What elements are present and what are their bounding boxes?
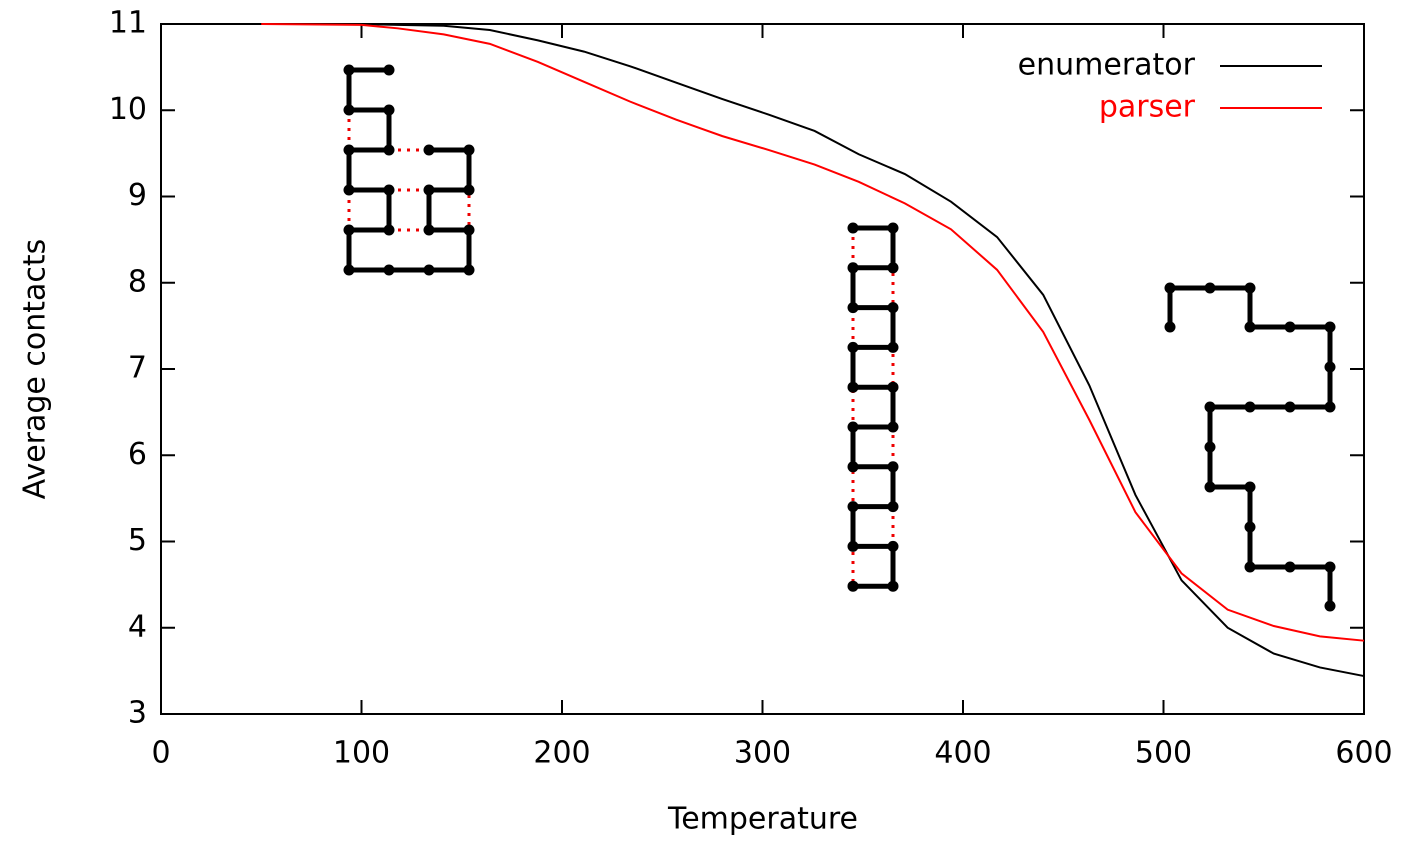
residue — [343, 144, 355, 156]
residue — [463, 184, 475, 196]
residue — [383, 104, 395, 116]
y-tick-label: 9 — [128, 178, 147, 213]
x-tick-label: 200 — [533, 736, 590, 771]
residue — [847, 302, 859, 314]
plot-frame — [160, 23, 1365, 715]
residue — [847, 262, 859, 274]
residue — [1244, 282, 1256, 294]
y-tick-label: 7 — [128, 351, 147, 386]
residue — [887, 262, 899, 274]
residue — [463, 224, 475, 236]
y-axis-label: Average contacts — [18, 239, 53, 500]
x-tick-label: 0 — [151, 736, 170, 771]
residue — [1284, 561, 1296, 573]
y-tick-label: 4 — [128, 609, 147, 644]
residue — [463, 264, 475, 276]
residue — [1244, 321, 1256, 333]
x-tick-label: 600 — [1335, 736, 1392, 771]
residue — [1244, 521, 1256, 533]
residue — [1164, 282, 1176, 294]
residue — [847, 381, 859, 393]
chain — [346, 67, 472, 273]
residue — [847, 222, 859, 234]
residue — [343, 64, 355, 76]
residue — [887, 461, 899, 473]
residue — [343, 104, 355, 116]
x-tick-label: 500 — [1135, 736, 1192, 771]
x-axis-label: Temperature — [667, 802, 858, 837]
residue — [887, 341, 899, 353]
residue — [1204, 282, 1216, 294]
residue — [887, 580, 899, 592]
residue — [1284, 321, 1296, 333]
residue — [847, 580, 859, 592]
residue — [423, 224, 435, 236]
residue — [383, 264, 395, 276]
residue — [1324, 401, 1336, 413]
residue — [1244, 481, 1256, 493]
residue — [887, 421, 899, 433]
chain — [1167, 285, 1333, 606]
legend-label: enumerator — [1018, 48, 1196, 83]
residue — [343, 264, 355, 276]
residue — [887, 302, 899, 314]
y-tick-label: 11 — [109, 6, 147, 41]
y-tick-label: 5 — [128, 523, 147, 558]
residue — [1324, 600, 1336, 612]
series-line — [261, 23, 1365, 678]
residue — [463, 144, 475, 156]
residue — [1204, 481, 1216, 493]
residue — [847, 461, 859, 473]
residue — [1284, 401, 1296, 413]
x-tick-label: 400 — [934, 736, 991, 771]
legend-label: parser — [1099, 90, 1196, 125]
residue — [1244, 401, 1256, 413]
residue — [1244, 561, 1256, 573]
y-tick-label: 10 — [109, 92, 147, 127]
residue — [423, 144, 435, 156]
residue — [887, 501, 899, 513]
residue — [383, 64, 395, 76]
y-tick-label: 3 — [128, 696, 147, 731]
residue — [1204, 441, 1216, 453]
y-tick-label: 6 — [128, 437, 147, 472]
residue — [383, 224, 395, 236]
residue — [423, 184, 435, 196]
x-tick-label: 100 — [333, 736, 390, 771]
residue — [1324, 561, 1336, 573]
residue — [1324, 361, 1336, 373]
series-line — [261, 23, 1365, 642]
residue — [1324, 321, 1336, 333]
residue — [383, 184, 395, 196]
residue — [1164, 321, 1176, 333]
chain — [850, 225, 896, 589]
residue — [887, 222, 899, 234]
residue — [887, 381, 899, 393]
residue — [887, 540, 899, 552]
residue — [343, 224, 355, 236]
residue — [423, 264, 435, 276]
residue — [383, 144, 395, 156]
residue — [847, 421, 859, 433]
residue — [847, 341, 859, 353]
residue — [1204, 401, 1216, 413]
residue — [847, 540, 859, 552]
y-tick-label: 8 — [128, 264, 147, 299]
residue — [343, 184, 355, 196]
residue — [847, 501, 859, 513]
x-tick-label: 300 — [734, 736, 791, 771]
